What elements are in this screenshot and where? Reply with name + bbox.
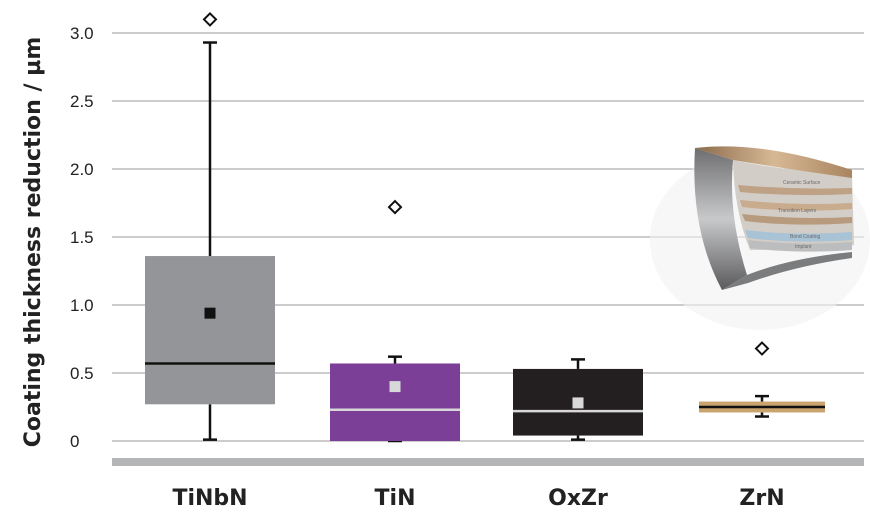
- boxes: [145, 11, 825, 443]
- outlier-marker: [754, 341, 770, 356]
- outlier-marker: [387, 199, 403, 215]
- iqr-box: [330, 363, 460, 441]
- outlier-marker: [202, 11, 218, 27]
- mean-marker: [204, 307, 216, 319]
- y-tick-label: 0.5: [70, 364, 94, 383]
- inset-label-bond: Bond Coating: [790, 234, 821, 240]
- y-tick-labels: 0 0.5 1.0 1.5 2.0 2.5 3.0: [70, 24, 94, 451]
- box-group: [699, 341, 825, 418]
- inset-label-implant: Implant: [795, 244, 812, 250]
- y-axis-title: Coating thickness reduction / µm: [21, 37, 46, 448]
- inset-label-transition: Transition Layers: [778, 208, 817, 214]
- inset-label-ceramic: Ceramic Surface: [783, 180, 820, 186]
- mean-marker: [572, 397, 584, 409]
- category-label: TiN: [375, 486, 416, 511]
- coating-layers-illustration: Ceramic Surface Transition Layers Bond C…: [650, 146, 870, 330]
- mean-marker: [389, 381, 401, 393]
- y-tick-label: 2.0: [70, 160, 94, 179]
- category-labels: TiNbN TiN OxZr ZrN: [172, 486, 784, 511]
- y-tick-label: 1.0: [70, 296, 94, 315]
- box-group: [513, 358, 643, 441]
- box-group: [145, 11, 275, 441]
- category-label: OxZr: [548, 486, 608, 511]
- y-tick-label: 3.0: [70, 24, 94, 43]
- box-group: [330, 199, 460, 443]
- y-tick-label: 0: [70, 432, 79, 451]
- category-label: ZrN: [739, 486, 784, 511]
- category-label: TiNbN: [172, 486, 247, 511]
- x-axis-bar: [112, 458, 864, 466]
- y-tick-label: 2.5: [70, 92, 94, 111]
- y-tick-label: 1.5: [70, 228, 94, 247]
- iqr-box: [145, 256, 275, 405]
